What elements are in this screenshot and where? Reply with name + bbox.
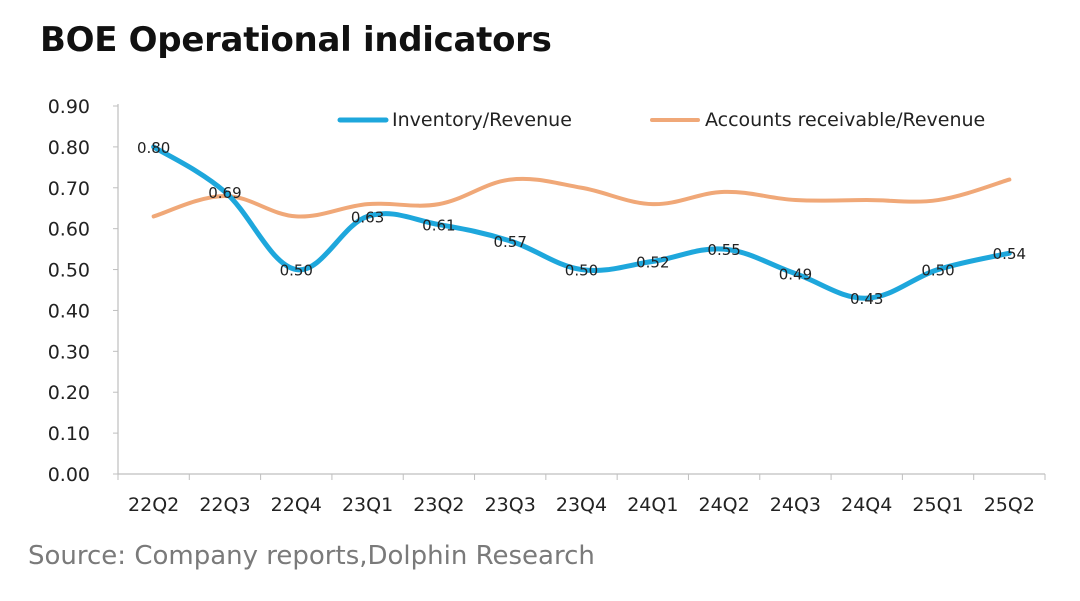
x-tick-label: 24Q4	[841, 494, 892, 516]
chart-title: BOE Operational indicators	[40, 20, 552, 60]
data-label-inventory: 0.50	[280, 262, 313, 280]
source-note: Source: Company reports,Dolphin Research	[28, 541, 595, 571]
series-inventory	[151, 144, 1012, 301]
data-label-inventory: 0.50	[921, 262, 954, 280]
y-tick-label: 0.20	[48, 382, 90, 404]
axes: 0.00 0.10 0.20 0.30 0.40 0.50 0.60 0.70 0.80 0.90…	[48, 96, 1046, 516]
x-tick-label: 25Q1	[912, 494, 963, 516]
y-tick-label: 0.80	[48, 137, 90, 159]
y-tick-label: 0.70	[48, 178, 90, 200]
data-label-inventory: 0.49	[779, 266, 812, 284]
x-tick-label: 24Q3	[770, 494, 821, 516]
x-tick-label: 23Q1	[342, 494, 393, 516]
legend-label-accounts-receivable: Accounts receivable/Revenue	[705, 109, 985, 131]
x-tick-label: 23Q2	[413, 494, 464, 516]
data-label-inventory: 0.55	[707, 241, 740, 259]
x-tick-label: 22Q2	[128, 494, 179, 516]
data-label-inventory: 0.52	[636, 253, 669, 271]
x-tick-label: 24Q2	[698, 494, 749, 516]
y-tick-label: 0.60	[48, 219, 90, 241]
legend: Inventory/Revenue Accounts receivable/Rev…	[337, 109, 985, 131]
data-label-inventory: 0.63	[351, 208, 384, 226]
x-tick-label: 23Q3	[485, 494, 536, 516]
data-label-inventory: 0.80	[137, 139, 170, 157]
line-inventory	[151, 144, 1012, 301]
y-tick-label: 0.40	[48, 300, 90, 322]
legend-label-inventory: Inventory/Revenue	[392, 109, 572, 131]
y-tick-label: 0.10	[48, 423, 90, 445]
data-label-inventory: 0.61	[422, 217, 455, 235]
data-label-inventory: 0.43	[850, 290, 883, 308]
y-tick-label: 0.30	[48, 341, 90, 363]
x-tick-label: 25Q2	[984, 494, 1035, 516]
data-label-inventory: 0.69	[208, 184, 241, 202]
data-label-inventory: 0.57	[493, 233, 526, 251]
data-label-inventory: 0.50	[565, 262, 598, 280]
y-tick-label: 0.50	[48, 260, 90, 282]
y-tick-label: 0.00	[48, 464, 90, 486]
x-tick-label: 23Q4	[556, 494, 607, 516]
series-accounts-receivable	[151, 176, 1012, 219]
data-labels: 0.80 0.69 0.50 0.63 0.61 0.57 0.50 0.52 0.55 0.49…	[137, 139, 1026, 308]
y-tick-label: 0.90	[48, 96, 90, 118]
line-accounts-receivable	[151, 176, 1012, 219]
data-label-inventory: 0.54	[993, 245, 1026, 263]
x-tick-label: 24Q1	[627, 494, 678, 516]
x-tick-label: 22Q3	[199, 494, 250, 516]
x-tick-label: 22Q4	[271, 494, 322, 516]
